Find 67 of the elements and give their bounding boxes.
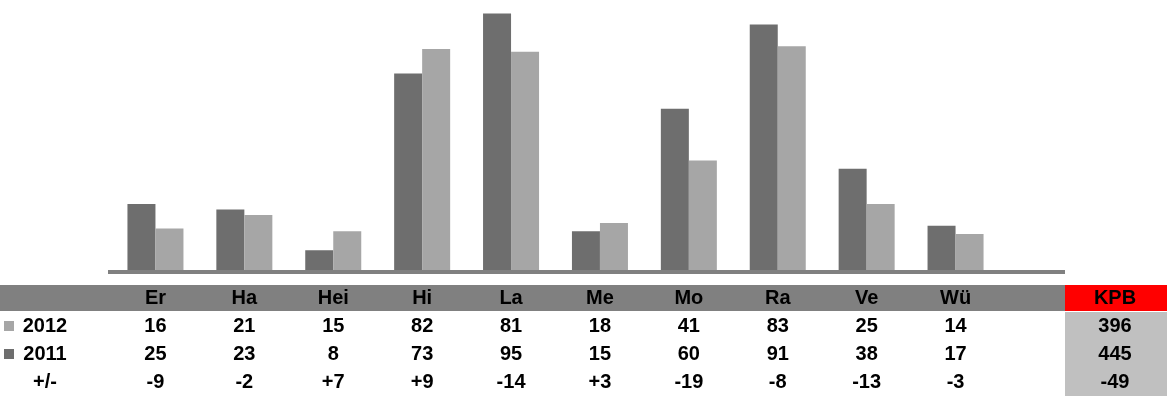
data-label: 21: [233, 314, 256, 336]
x-tick-label: La: [499, 286, 524, 308]
bar: [927, 225, 956, 272]
data-label: 17: [944, 342, 967, 364]
x-tick-label: Mo: [674, 286, 704, 308]
bar: [866, 204, 895, 272]
bar: [688, 160, 717, 272]
bar: [511, 51, 540, 272]
bar: [394, 73, 423, 272]
bar: [955, 233, 984, 272]
text: +/-: [33, 370, 57, 392]
text: -9: [146, 370, 165, 392]
text: +3: [588, 370, 612, 392]
x-tick-label: Me: [586, 286, 614, 308]
text: -3: [946, 370, 965, 392]
data-label: 38: [855, 342, 878, 364]
data-label: 81: [499, 314, 523, 336]
bar: [571, 231, 600, 272]
text: +7: [321, 370, 345, 392]
text: -49: [1100, 370, 1130, 392]
x-tick-label: Ra: [764, 286, 792, 308]
data-label: 25: [144, 342, 167, 364]
x-tick-label: Wü: [940, 286, 972, 308]
text: -8: [768, 370, 787, 392]
bar: [216, 209, 245, 272]
x-tick-label: Er: [144, 286, 167, 308]
x-tick-label: Hi: [412, 286, 433, 308]
data-label: 73: [411, 342, 434, 364]
data-label: 14: [944, 314, 968, 336]
data-label: 41: [677, 314, 700, 336]
legend-label: 2012: [22, 314, 68, 336]
bar: [155, 228, 184, 272]
bar: [244, 214, 273, 272]
bar: [127, 204, 156, 272]
bar: [660, 108, 689, 272]
data-label: 8: [327, 342, 339, 364]
bar: [483, 13, 512, 272]
data-label: 15: [588, 342, 612, 364]
bar: [305, 250, 334, 272]
data-label: 91: [766, 342, 789, 364]
bar: [838, 168, 867, 272]
bar: [749, 24, 778, 272]
bar: [333, 231, 362, 272]
data-label: 60: [677, 342, 700, 364]
data-label: 95: [499, 342, 523, 364]
data-label: 15: [322, 314, 345, 336]
text: -13: [852, 370, 882, 392]
text: KPB: [1093, 286, 1137, 308]
text: 396: [1098, 314, 1132, 336]
text: -19: [674, 370, 704, 392]
text: +9: [410, 370, 434, 392]
text: 445: [1098, 342, 1132, 364]
data-label: 82: [411, 314, 434, 336]
bar: [599, 223, 628, 272]
data-label: 16: [144, 314, 167, 336]
legend-label: 2011: [23, 342, 67, 364]
data-label: 23: [233, 342, 256, 364]
data-label: 83: [766, 314, 789, 336]
x-tick-label: Hei: [317, 286, 349, 308]
text: -2: [235, 370, 254, 392]
x-tick-label: Ha: [231, 286, 258, 308]
text: -14: [496, 370, 527, 392]
bar: [422, 48, 451, 272]
data-label: 25: [855, 314, 878, 336]
bar: [777, 46, 806, 272]
data-label: 18: [588, 314, 612, 336]
x-tick-label: Ve: [854, 286, 879, 308]
